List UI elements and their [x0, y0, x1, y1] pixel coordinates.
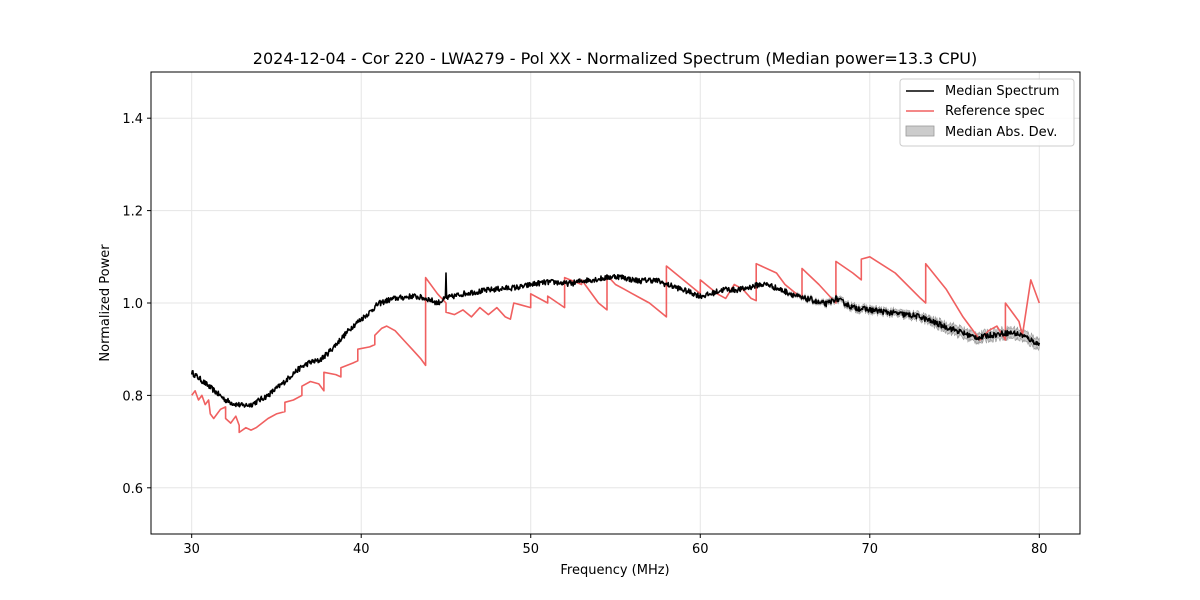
- x-tick-label: 40: [353, 542, 370, 557]
- series-layer: [190, 255, 1041, 434]
- y-tick-label: 1.0: [122, 297, 143, 312]
- legend-median-label: Median Spectrum: [945, 84, 1059, 99]
- chart-title: 2024-12-04 - Cor 220 - LWA279 - Pol XX -…: [253, 49, 977, 68]
- x-tick-label: 30: [183, 542, 200, 557]
- x-axis-label: Frequency (MHz): [560, 563, 669, 578]
- series-median-spectrum: [190, 272, 1041, 408]
- x-tick-label: 60: [692, 542, 709, 557]
- y-tick-label: 1.4: [122, 112, 143, 127]
- x-tick-label: 70: [862, 542, 879, 557]
- legend-reference-label: Reference spec: [945, 104, 1045, 119]
- legend-mad-swatch: [905, 125, 935, 137]
- mad-band: [784, 287, 1040, 352]
- y-tick-label: 1.2: [122, 205, 143, 220]
- legend-mad-label: Median Abs. Dev.: [945, 125, 1057, 140]
- legend-frame: [899, 78, 1075, 147]
- y-tick-label: 0.6: [122, 482, 143, 497]
- series-reference-spec: [191, 255, 1041, 434]
- legend: Median Spectrum Reference spec Median Ab…: [899, 78, 1075, 147]
- x-tick-label: 80: [1031, 542, 1048, 557]
- y-tick-label: 0.8: [122, 389, 143, 404]
- y-axis-label: Normalized Power: [98, 244, 113, 362]
- x-tick-label: 50: [522, 542, 539, 557]
- ticks: 30 40 50 60 70 80 0.6 0.8 1.0 1.2 1.4: [122, 112, 1047, 557]
- series-median-abs-dev: [784, 287, 1040, 352]
